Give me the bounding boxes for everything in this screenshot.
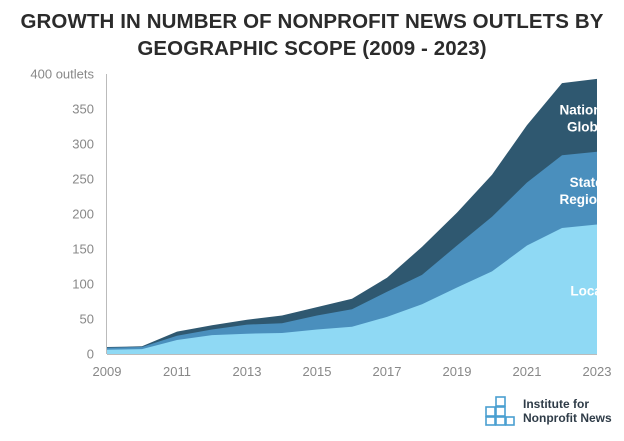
y-tick-label: 0 xyxy=(87,347,94,362)
y-tick-label: 50 xyxy=(80,312,94,327)
chart-title-line-1: GROWTH IN NUMBER OF NONPROFIT NEWS OUTLE… xyxy=(20,10,604,33)
institute-logo: Institute for Nonprofit News xyxy=(485,394,620,428)
logo-grid-icon xyxy=(485,396,515,426)
x-tick-label: 2013 xyxy=(233,364,262,379)
chart-title-line-2: GEOGRAPHIC SCOPE (2009 - 2023) xyxy=(137,37,487,60)
series-label-local: Local xyxy=(570,283,605,298)
y-tick-label: 150 xyxy=(72,242,94,257)
series-label-line: Global xyxy=(567,119,609,134)
logo-text-line-2: Nonprofit News xyxy=(523,411,612,425)
x-tick-label: 2019 xyxy=(443,364,472,379)
x-tick-label: 2015 xyxy=(303,364,332,379)
y-tick-label: 200 xyxy=(72,207,94,222)
series-label-line: Local xyxy=(570,283,605,298)
series-label-national-global: National/Global xyxy=(559,102,616,134)
area-local xyxy=(107,224,597,354)
series-label-line: State/ xyxy=(570,175,607,190)
y-tick-label: 350 xyxy=(72,102,94,117)
x-tick-label: 2021 xyxy=(513,364,542,379)
series-label-state-regional: State/Regional xyxy=(559,175,616,207)
y-tick-label: 250 xyxy=(72,172,94,187)
y-tick-label: 100 xyxy=(72,277,94,292)
y-tick-label: 300 xyxy=(72,137,94,152)
x-tick-label: 2009 xyxy=(93,364,122,379)
logo-text-line-1: Institute for xyxy=(523,397,589,411)
logo-text: Institute for Nonprofit News xyxy=(523,397,612,425)
x-tick-label: 2017 xyxy=(373,364,402,379)
y-tick-label: 400 outlets xyxy=(30,67,94,82)
chart-areas xyxy=(107,78,597,355)
chart-axes: 400 outlets 350 300 250 200 150 100 50 0 2009 2011… xyxy=(30,67,611,380)
series-label-line: Regional xyxy=(559,192,616,207)
chart-title: GROWTH IN NUMBER OF NONPROFIT NEWS OUTLE… xyxy=(0,8,624,62)
x-tick-label: 2011 xyxy=(163,364,191,379)
series-labels: National/Global State/Regional Local xyxy=(559,102,616,298)
series-label-line: National/ xyxy=(559,102,616,117)
x-tick-label: 2023 xyxy=(583,364,612,379)
